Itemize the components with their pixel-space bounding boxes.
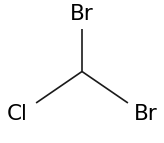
Text: Cl: Cl [7,104,27,124]
Text: Br: Br [70,4,94,24]
Text: Br: Br [134,104,157,124]
